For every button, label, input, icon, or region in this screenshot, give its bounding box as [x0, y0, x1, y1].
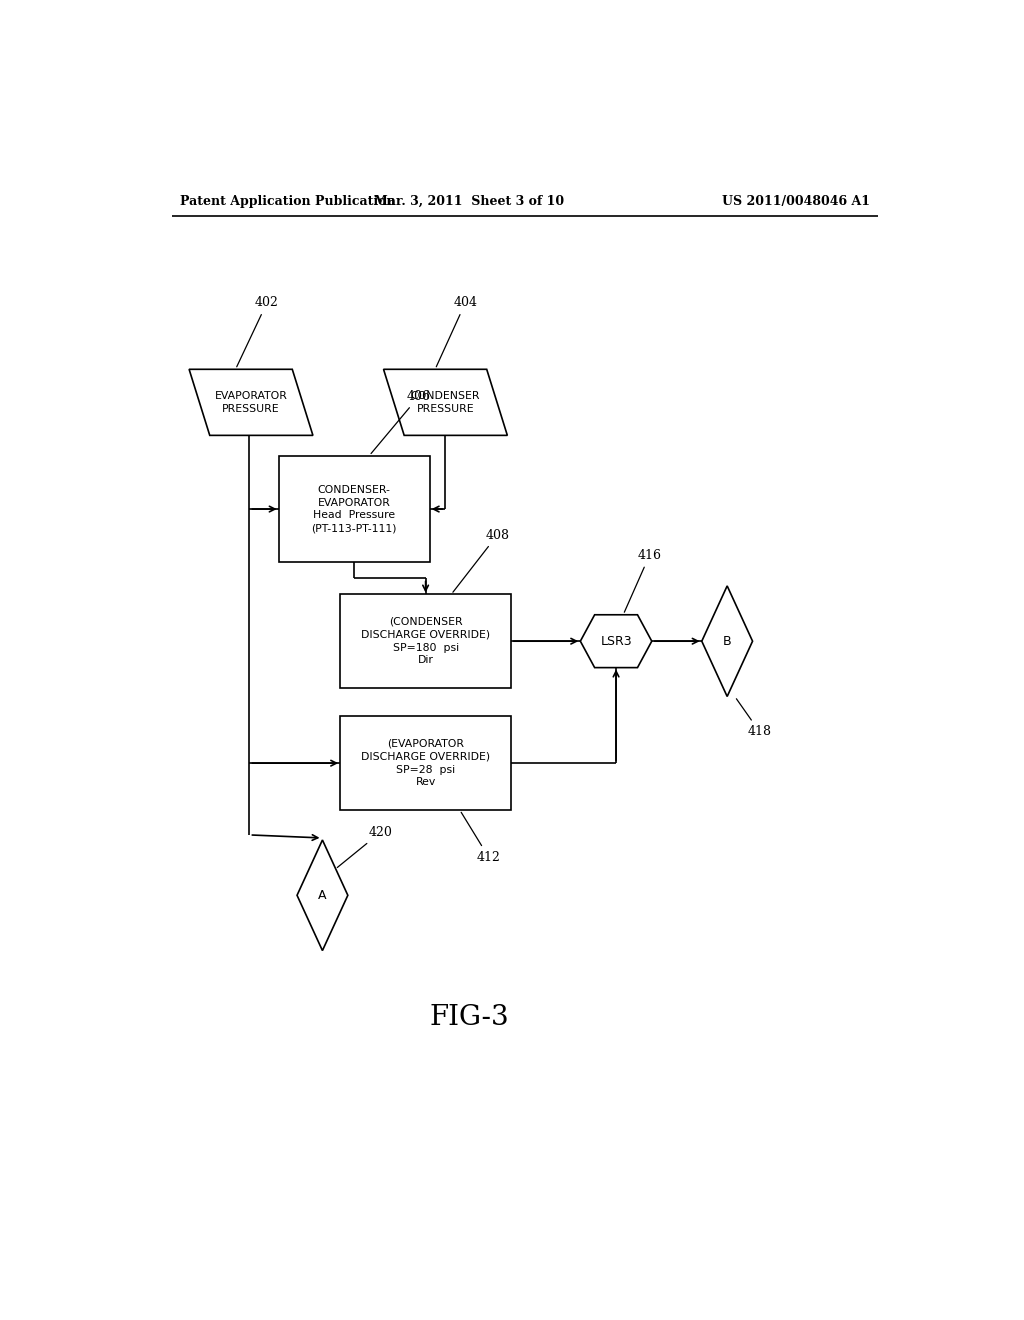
Polygon shape	[701, 586, 753, 697]
Polygon shape	[384, 370, 507, 436]
Text: 404: 404	[436, 296, 477, 367]
Text: LSR3: LSR3	[600, 635, 632, 648]
Text: (CONDENSER
DISCHARGE OVERRIDE)
SP=180  psi
Dir: (CONDENSER DISCHARGE OVERRIDE) SP=180 ps…	[361, 616, 490, 665]
Text: CONDENSER
PRESSURE: CONDENSER PRESSURE	[411, 391, 480, 413]
Text: US 2011/0048046 A1: US 2011/0048046 A1	[722, 194, 870, 207]
Text: 408: 408	[453, 528, 509, 593]
Text: B: B	[723, 635, 731, 648]
Bar	[340, 594, 511, 688]
Text: EVAPORATOR
PRESSURE: EVAPORATOR PRESSURE	[215, 391, 288, 413]
Bar	[279, 455, 430, 562]
Text: 406: 406	[371, 389, 431, 454]
Text: 420: 420	[337, 826, 392, 867]
Text: (EVAPORATOR
DISCHARGE OVERRIDE)
SP=28  psi
Rev: (EVAPORATOR DISCHARGE OVERRIDE) SP=28 ps…	[361, 739, 490, 787]
Text: Patent Application Publication: Patent Application Publication	[179, 194, 395, 207]
Text: FIG-3: FIG-3	[429, 1003, 509, 1031]
Text: 416: 416	[625, 549, 662, 612]
Polygon shape	[581, 615, 652, 668]
Text: 412: 412	[461, 812, 501, 863]
Bar	[340, 717, 511, 810]
Polygon shape	[297, 840, 348, 950]
Text: 402: 402	[237, 296, 279, 367]
Polygon shape	[189, 370, 313, 436]
Text: Mar. 3, 2011  Sheet 3 of 10: Mar. 3, 2011 Sheet 3 of 10	[374, 194, 564, 207]
Text: CONDENSER-
EVAPORATOR
Head  Pressure
(PT-113-PT-111): CONDENSER- EVAPORATOR Head Pressure (PT-…	[311, 484, 397, 533]
Text: A: A	[318, 888, 327, 902]
Text: 418: 418	[736, 698, 771, 738]
